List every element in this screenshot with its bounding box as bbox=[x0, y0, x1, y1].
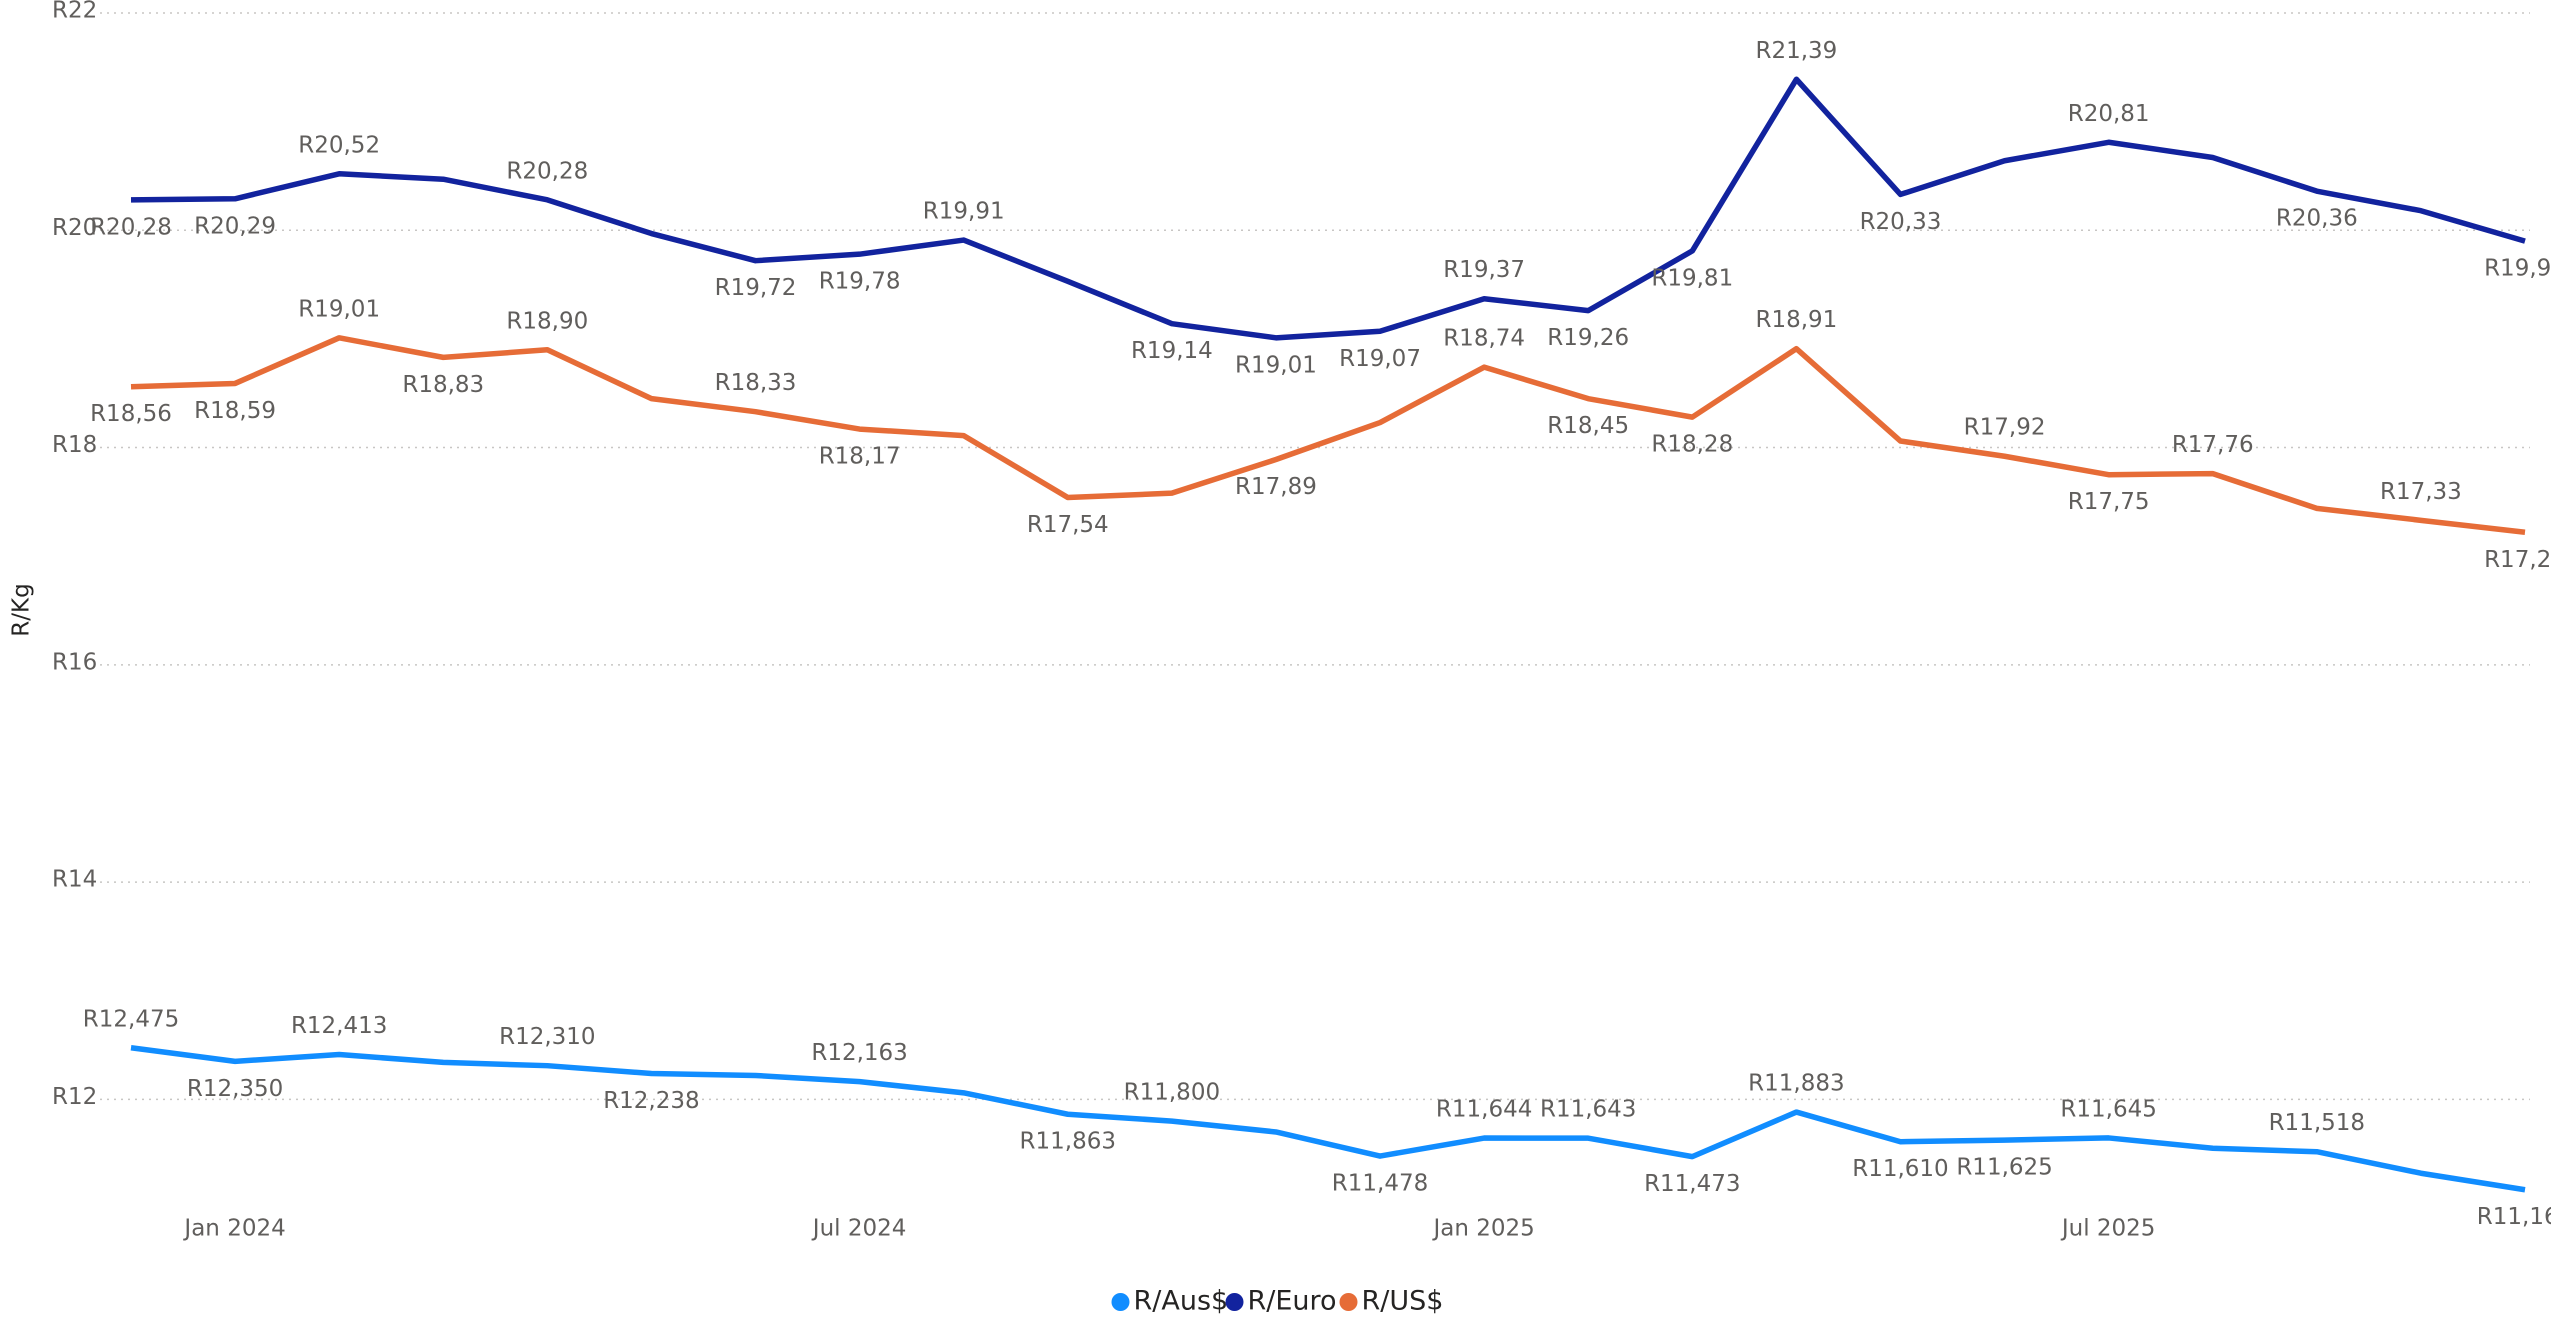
legend-label: R/US$ bbox=[1362, 1286, 1444, 1317]
data-label: R12,238 bbox=[603, 1088, 699, 1114]
data-label: R11,645 bbox=[2060, 1096, 2156, 1122]
data-label: R12,475 bbox=[83, 1006, 179, 1032]
data-label: R11,643 bbox=[1540, 1097, 1636, 1123]
data-label: R18,56 bbox=[90, 401, 172, 427]
y-tick-label: R12 bbox=[52, 1084, 97, 1110]
data-label: R11,473 bbox=[1644, 1171, 1740, 1197]
data-label: R17,54 bbox=[1027, 512, 1109, 538]
data-label: R12,310 bbox=[499, 1024, 595, 1050]
y-tick-label: R20 bbox=[52, 215, 97, 241]
data-label: R19,91 bbox=[923, 199, 1005, 225]
data-label: R17,76 bbox=[2172, 432, 2254, 458]
data-label: R18,59 bbox=[194, 398, 276, 424]
data-label: R19,26 bbox=[1547, 325, 1629, 351]
data-label: R11,625 bbox=[1956, 1155, 2052, 1181]
data-label: R20,36 bbox=[2276, 206, 2358, 232]
data-label: R18,91 bbox=[1755, 307, 1837, 333]
data-label: R20,81 bbox=[2068, 101, 2150, 127]
data-label: R11,518 bbox=[2269, 1110, 2365, 1136]
data-label: R19,07 bbox=[1339, 346, 1421, 372]
data-label: R11,644 bbox=[1436, 1097, 1532, 1123]
data-label: R11,883 bbox=[1748, 1071, 1844, 1097]
y-axis-label: R/Kg bbox=[9, 583, 35, 636]
series-line bbox=[130, 1045, 2526, 1193]
data-label: R20,29 bbox=[194, 213, 276, 239]
x-tick-label: Jul 2024 bbox=[811, 1216, 907, 1242]
y-tick-label: R18 bbox=[52, 432, 97, 458]
data-label: R19,90 bbox=[2484, 256, 2551, 282]
data-label: R17,92 bbox=[1964, 415, 2046, 441]
data-label: R19,37 bbox=[1443, 257, 1525, 283]
x-tick-label: Jul 2025 bbox=[2060, 1216, 2156, 1242]
data-label: R18,28 bbox=[1651, 432, 1733, 458]
data-label: R20,33 bbox=[1860, 209, 1942, 235]
data-label: R18,17 bbox=[819, 444, 901, 470]
data-label: R17,22 bbox=[2484, 547, 2551, 573]
data-label: R18,74 bbox=[1443, 326, 1525, 352]
series-line bbox=[130, 76, 2526, 341]
data-label: R19,01 bbox=[298, 296, 380, 322]
data-label: R19,81 bbox=[1651, 265, 1733, 291]
legend-marker bbox=[1111, 1293, 1130, 1311]
y-tick-label: R22 bbox=[52, 0, 97, 24]
data-label: R11,800 bbox=[1124, 1080, 1220, 1106]
legend-label: R/Aus$ bbox=[1134, 1286, 1229, 1317]
data-label: R19,78 bbox=[819, 269, 901, 295]
data-label: R17,89 bbox=[1235, 474, 1317, 500]
data-label: R12,350 bbox=[187, 1076, 283, 1102]
data-label: R18,33 bbox=[715, 370, 797, 396]
legend-marker bbox=[1339, 1293, 1358, 1311]
x-tick-label: Jan 2025 bbox=[1431, 1216, 1534, 1242]
data-label: R20,28 bbox=[506, 158, 588, 184]
y-tick-label: R16 bbox=[52, 649, 97, 675]
data-label: R20,52 bbox=[298, 132, 380, 158]
data-label: R17,33 bbox=[2380, 479, 2462, 505]
data-label: R19,01 bbox=[1235, 352, 1317, 378]
data-label: R11,610 bbox=[1852, 1156, 1948, 1182]
data-label: R12,163 bbox=[811, 1040, 907, 1066]
legend-marker bbox=[1225, 1293, 1244, 1311]
series-line bbox=[130, 335, 2526, 536]
data-label: R18,45 bbox=[1547, 413, 1629, 439]
data-label: R17,75 bbox=[2068, 489, 2150, 515]
legend-label: R/Euro bbox=[1248, 1286, 1337, 1317]
data-label: R11,478 bbox=[1332, 1171, 1428, 1197]
data-label: R11,863 bbox=[1020, 1129, 1116, 1155]
data-label: R18,90 bbox=[506, 308, 588, 334]
data-label: R19,72 bbox=[715, 275, 797, 301]
y-tick-label: R14 bbox=[52, 867, 97, 893]
data-label: R20,28 bbox=[90, 214, 172, 240]
data-label: R19,14 bbox=[1131, 338, 1213, 364]
data-label: R18,83 bbox=[402, 372, 484, 398]
data-label: R12,413 bbox=[291, 1013, 387, 1039]
data-label: R11,168 bbox=[2477, 1204, 2551, 1230]
data-label: R21,39 bbox=[1755, 38, 1837, 64]
x-tick-label: Jan 2024 bbox=[182, 1216, 285, 1242]
